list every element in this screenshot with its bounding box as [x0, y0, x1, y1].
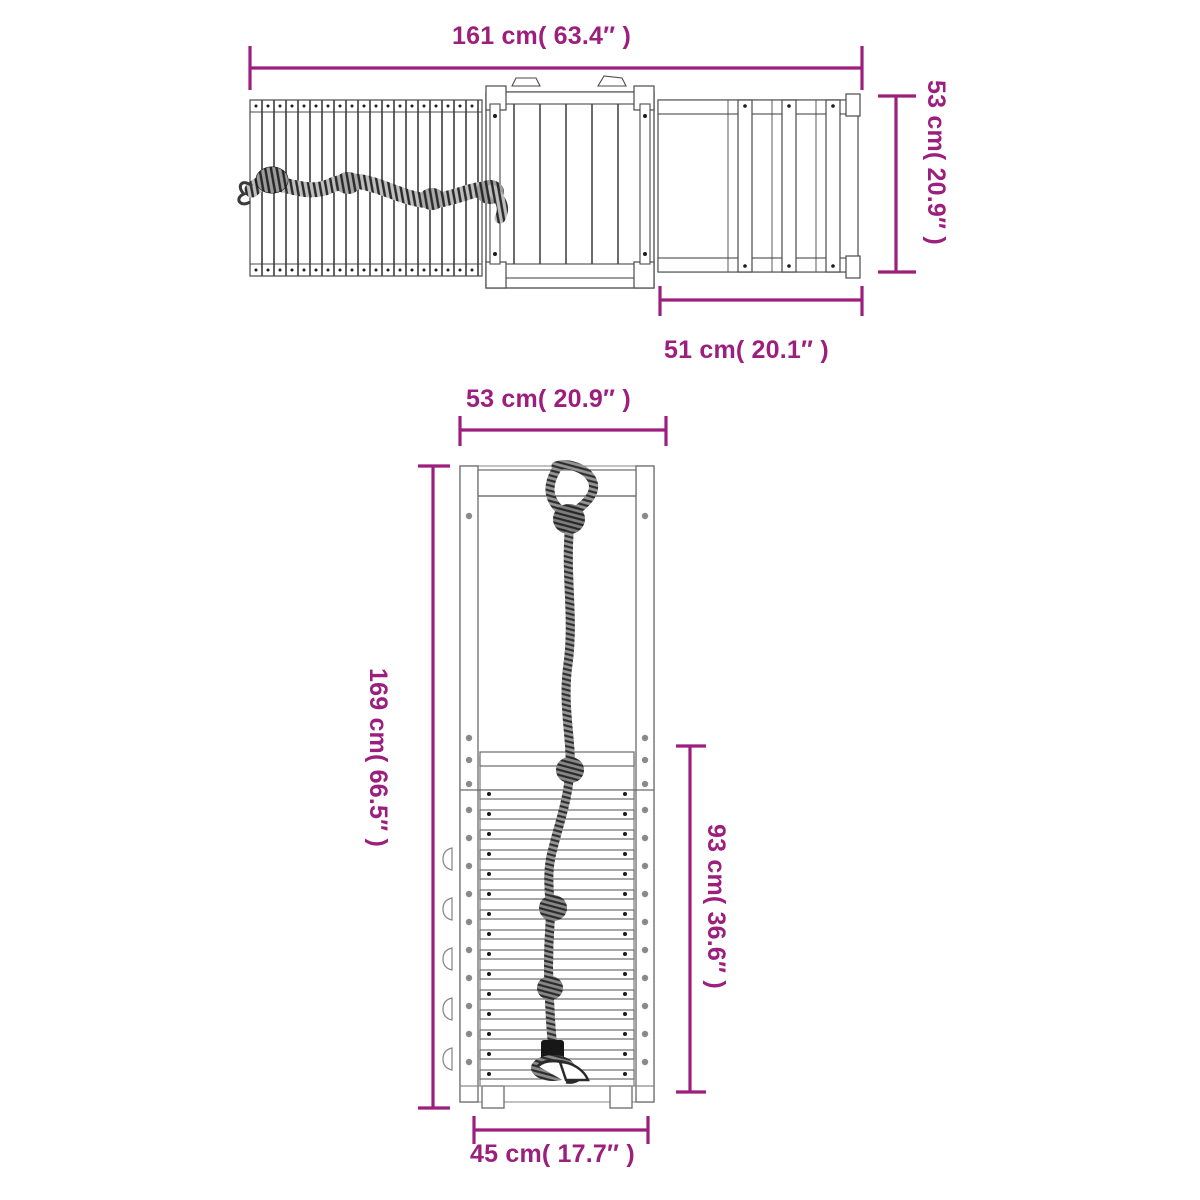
top-view-group: [237, 46, 916, 316]
dim-label-top-width: 161 cm( 63.4″ ): [452, 22, 631, 50]
dim-53-top-line: [878, 94, 916, 274]
platform-deck: [485, 75, 655, 289]
dim-169-line: [418, 464, 450, 1110]
dim-93-line: [676, 744, 706, 1094]
dim-label-top-ladder-width: 51 cm( 20.1″ ): [664, 336, 829, 364]
side-brackets: [442, 847, 453, 1071]
dim-label-front-ladder-height: 93 cm( 36.6″ ): [702, 824, 730, 989]
frame-feet: [481, 1085, 633, 1109]
dim-161-line: [248, 46, 864, 90]
front-view-group: [418, 416, 706, 1144]
dim-label-top-depth: 53 cm( 20.9″ ): [922, 80, 950, 245]
dim-51-line: [658, 286, 864, 316]
dim-53-front-line: [458, 416, 668, 446]
dim-label-front-top-width: 53 cm( 20.9″ ): [466, 385, 631, 413]
rope-end-coil: [531, 1055, 590, 1084]
rope-top-view: [237, 166, 508, 224]
dim-45-line: [472, 1116, 650, 1144]
dim-label-front-height: 169 cm( 66.5″ ): [364, 668, 392, 847]
post-screws: [465, 512, 649, 1066]
climbing-rope: [531, 460, 598, 1084]
ladder-frame-top: [657, 93, 861, 279]
dim-label-front-base-width: 45 cm( 17.7″ ): [470, 1140, 635, 1168]
